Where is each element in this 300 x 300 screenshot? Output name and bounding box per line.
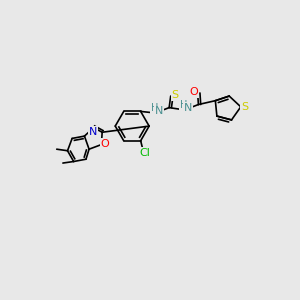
Text: S: S [172,90,179,100]
Text: N: N [184,103,193,113]
Text: O: O [101,139,110,149]
Text: H: H [151,103,158,113]
Text: Cl: Cl [139,148,150,158]
Text: S: S [241,102,248,112]
Text: O: O [189,87,198,97]
Text: N: N [89,127,97,137]
Text: N: N [155,106,163,116]
Text: H: H [180,100,188,110]
